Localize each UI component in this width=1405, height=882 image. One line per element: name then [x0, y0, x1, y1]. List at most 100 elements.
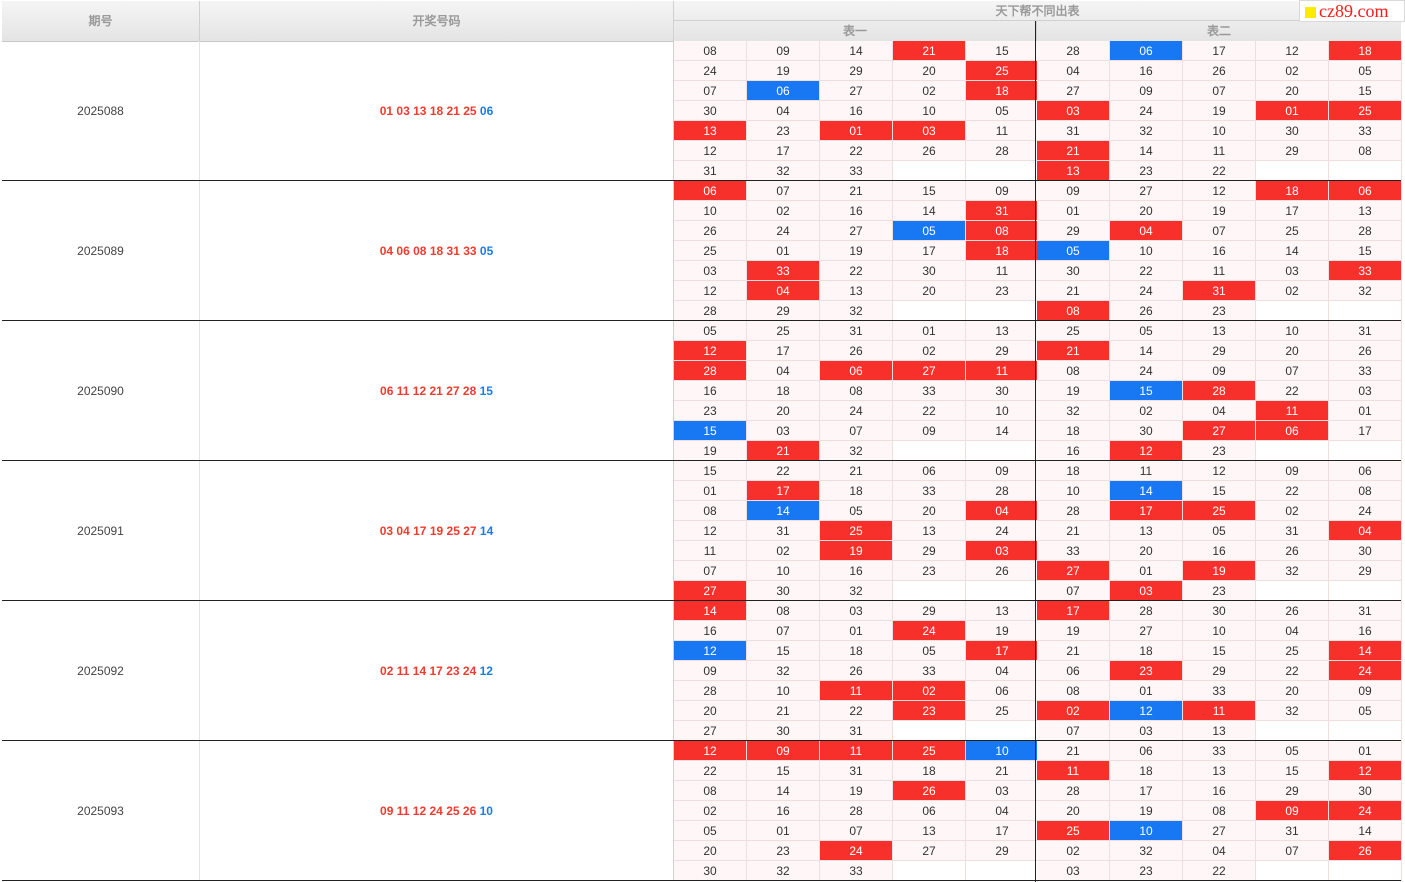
table-one-cell: 09	[747, 741, 820, 761]
table-one-cell: 23	[747, 841, 820, 861]
table-two-cell: 20	[1037, 801, 1110, 821]
table-two-cell: 22	[1256, 381, 1329, 401]
table-one-cell: 14	[966, 421, 1039, 441]
table-one-cell: 23	[674, 401, 747, 421]
table-two-cell: 02	[1256, 61, 1329, 81]
table-two-cell: 12	[1183, 461, 1256, 481]
table-two-cell: 31	[1256, 521, 1329, 541]
table-one-cell: 16	[674, 381, 747, 401]
table-one-cell: 10	[674, 201, 747, 221]
red-ball-number: 04	[396, 524, 410, 538]
table-one-cell: 29	[893, 601, 966, 621]
blue-ball-number: 14	[479, 524, 494, 538]
table-two-cell: 14	[1256, 241, 1329, 261]
table-two-cell	[1329, 861, 1402, 881]
table-two-cell: 20	[1110, 201, 1183, 221]
table-two-cell: 28	[1329, 221, 1402, 241]
table-two-cell: 11	[1256, 401, 1329, 421]
table-one-cell: 02	[747, 201, 820, 221]
table-two-cell: 11	[1183, 141, 1256, 161]
table-one-cell: 06	[893, 801, 966, 821]
table-two-cell: 31	[1037, 121, 1110, 141]
table-two-cell: 05	[1037, 241, 1110, 261]
table-one-cell: 16	[820, 561, 893, 581]
table-two-cell: 33	[1329, 121, 1402, 141]
table-one-cell: 26	[893, 781, 966, 801]
table-one-cell: 10	[747, 681, 820, 701]
table-one-cell: 04	[747, 101, 820, 121]
issue-number: 2025090	[2, 321, 200, 461]
red-ball-number: 27	[446, 384, 460, 398]
table-two-cell: 23	[1110, 661, 1183, 681]
table-two-cell: 28	[1110, 601, 1183, 621]
table-two-cell: 24	[1329, 661, 1402, 681]
blue-ball-number: 12	[479, 664, 493, 678]
table-one-cell: 30	[674, 101, 747, 121]
table-two-cell: 08	[1183, 801, 1256, 821]
table-two-cell: 05	[1329, 701, 1402, 721]
table-one-cell: 10	[966, 741, 1039, 761]
red-ball-number: 25	[446, 524, 460, 538]
table-two-cell: 32	[1329, 281, 1402, 301]
table-one-cell: 08	[820, 381, 893, 401]
red-ball-number: 17	[413, 524, 427, 538]
table-one-cell: 21	[747, 441, 820, 461]
table-one-cell: 15	[747, 641, 820, 661]
watermark-logo: cz89.com	[1299, 0, 1405, 22]
table-two-cell: 20	[1110, 541, 1183, 561]
table-two-cell: 08	[1037, 361, 1110, 381]
number-grid: 15 22 21 06 09 01 17 18 33 28 08 14 05 20 04 12 31 25 13 24…	[674, 461, 1402, 601]
table-two-cell	[1329, 721, 1402, 741]
table-one-cell: 05	[820, 501, 893, 521]
table-two-cell: 19	[1183, 101, 1256, 121]
table-two-cell: 16	[1183, 541, 1256, 561]
table-two-cell: 25	[1329, 101, 1402, 121]
table-two-cell: 13	[1183, 321, 1256, 341]
table-two-cell: 19	[1110, 801, 1183, 821]
table-two-cell: 28	[1037, 781, 1110, 801]
table-two-cell: 08	[1329, 141, 1402, 161]
red-ball-number: 18	[429, 244, 444, 258]
table-two-cell: 06	[1110, 741, 1183, 761]
table-two-cell: 09	[1256, 461, 1329, 481]
table-one-cell: 20	[893, 501, 966, 521]
row-separator	[2, 600, 1401, 601]
table-one-cell	[893, 861, 966, 881]
table-two-cell: 13	[1183, 721, 1256, 741]
watermark-text: cz89.com	[1319, 1, 1389, 21]
table-one-cell: 32	[747, 161, 820, 181]
table-one-cell: 01	[674, 481, 747, 501]
table-two-cell: 25	[1256, 641, 1329, 661]
table-one-cell: 24	[820, 401, 893, 421]
table-two-cell: 11	[1110, 461, 1183, 481]
table-one-cell: 27	[674, 721, 747, 741]
table-two-cell	[1329, 581, 1402, 601]
table-one-cell	[893, 301, 966, 321]
table-one-cell: 26	[966, 561, 1039, 581]
table-one-cell: 29	[747, 301, 820, 321]
table-two-cell: 17	[1256, 201, 1329, 221]
table-one-cell: 27	[820, 221, 893, 241]
table-two-cell: 04	[1183, 841, 1256, 861]
table-one-cell: 19	[820, 781, 893, 801]
table-one-cell: 09	[966, 181, 1039, 201]
table-one-cell: 33	[820, 861, 893, 881]
table-one-cell: 33	[893, 661, 966, 681]
table-one-cell: 21	[893, 41, 966, 61]
table-one-cell	[966, 581, 1039, 601]
draw-numbers: 01 03 13 18 21 25 06	[200, 41, 674, 181]
row-separator	[2, 880, 1401, 881]
table-one-cell: 08	[674, 41, 747, 61]
table-two-cell: 19	[1037, 621, 1110, 641]
table-one-cell: 14	[820, 41, 893, 61]
table-one-cell: 08	[966, 221, 1039, 241]
table-one-cell: 18	[747, 381, 820, 401]
red-ball-number: 23	[446, 664, 460, 678]
table-one-cell: 32	[747, 661, 820, 681]
table-two-cell: 29	[1037, 221, 1110, 241]
table-one-cell: 01	[820, 121, 893, 141]
table-two-cell: 03	[1256, 261, 1329, 281]
table-row: 2025093 09 11 12 24 25 26 10 12 09 11 25 10 22 1…	[2, 741, 1402, 881]
table-two-cell: 05	[1329, 61, 1402, 81]
issue-number: 2025088	[2, 41, 200, 181]
